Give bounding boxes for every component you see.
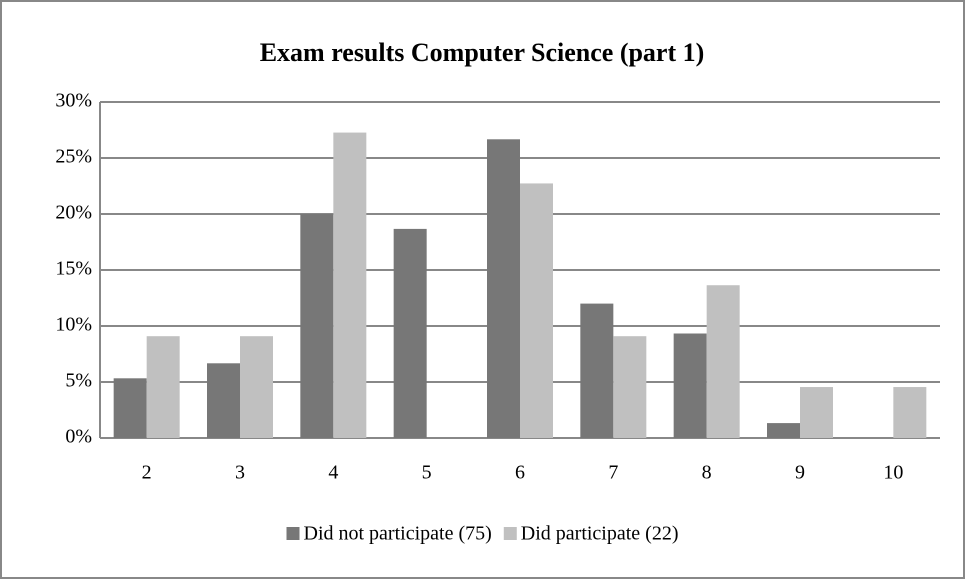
y-tick-label: 5%	[65, 370, 92, 392]
y-tick-label: 30%	[55, 90, 92, 112]
bar	[673, 333, 707, 438]
bar	[706, 285, 740, 438]
x-tick-label: 8	[702, 462, 712, 484]
bar	[113, 378, 147, 438]
bar	[487, 139, 520, 438]
x-tick-label: 6	[515, 462, 525, 484]
bar	[767, 423, 800, 438]
legend-label: Did participate (22)	[521, 523, 679, 545]
y-tick-label: 20%	[55, 202, 92, 224]
x-tick-label: 7	[608, 462, 618, 484]
bar	[393, 228, 427, 438]
y-tick-label: 25%	[55, 146, 92, 168]
bar	[893, 387, 927, 438]
bar	[613, 336, 647, 438]
x-tick-label: 10	[883, 462, 903, 484]
bar	[520, 183, 553, 438]
bar	[207, 363, 240, 438]
bar	[300, 214, 334, 438]
bar	[580, 303, 614, 438]
legend-swatch	[503, 527, 517, 540]
chart-title: Exam results Computer Science (part 1)	[260, 38, 705, 67]
bar	[333, 132, 367, 439]
legend-swatch	[286, 527, 300, 540]
bar	[800, 387, 833, 438]
x-tick-label: 9	[795, 462, 805, 484]
bar	[146, 336, 180, 438]
y-tick-label: 10%	[55, 314, 92, 336]
bar	[240, 336, 273, 438]
x-tick-label: 2	[142, 462, 152, 484]
x-tick-label: 5	[422, 462, 432, 484]
x-tick-label: 3	[235, 462, 245, 484]
y-tick-label: 15%	[55, 258, 92, 280]
y-tick-label: 0%	[65, 426, 92, 448]
x-tick-label: 4	[328, 462, 338, 484]
legend-label: Did not participate (75)	[304, 523, 492, 545]
